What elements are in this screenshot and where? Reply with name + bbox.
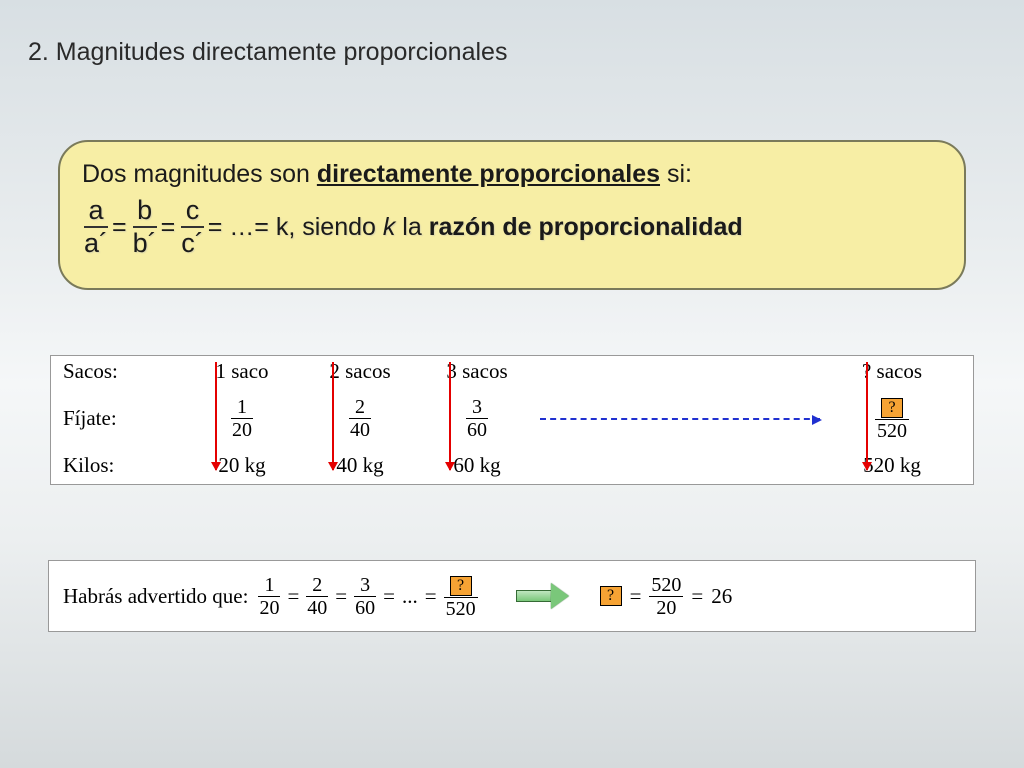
row-label-sacos: Sacos: xyxy=(51,356,183,386)
c3d: 60 xyxy=(355,597,375,618)
eq-sign: = xyxy=(335,584,347,609)
col2-frac: 240 xyxy=(301,386,419,450)
eq-sign: = xyxy=(630,584,642,609)
colq-sacos: ? sacos xyxy=(809,356,975,386)
col1-sacos: 1 saco xyxy=(183,356,301,386)
example-table: Sacos: 1 saco 2 sacos 3 sacos ? sacos Fí… xyxy=(50,355,974,485)
eq-sign: = xyxy=(287,584,299,609)
arrow-head xyxy=(551,583,569,609)
frac-a-den: a´ xyxy=(84,228,108,257)
col1-frac: 120 xyxy=(183,386,301,450)
arrow-shaft xyxy=(516,590,552,602)
dots: ... xyxy=(402,584,418,609)
col3-frac: 360 xyxy=(419,386,535,450)
col3-den: 60 xyxy=(467,419,487,440)
eq-sign: = xyxy=(425,584,437,609)
c2n: 2 xyxy=(312,575,322,596)
ans-num: 520 xyxy=(651,575,681,596)
def-intro-bold: directamente proporcionales xyxy=(317,160,660,188)
def-intro-plain: Dos magnitudes son xyxy=(82,160,317,188)
equation-chain: 120 = 240 = 360 = ... = ? 520 xyxy=(258,574,477,619)
frac-b-num: b xyxy=(137,197,152,226)
eq-sign: = xyxy=(112,213,127,242)
col1-kilos: 20 kg xyxy=(183,450,301,480)
colq-num: ? xyxy=(881,396,903,419)
cqn: ? xyxy=(450,574,472,597)
cqd: 520 xyxy=(446,598,476,619)
def-intro-tail: si: xyxy=(660,160,692,188)
down-arrow-icon xyxy=(866,362,868,470)
col3-kilos: 60 kg xyxy=(419,450,535,480)
implies-arrow-icon xyxy=(516,584,570,608)
colq-frac: ? 520 xyxy=(809,386,975,450)
col1-den: 20 xyxy=(232,419,252,440)
question-box-icon: ? xyxy=(450,576,472,596)
col2-sacos: 2 sacos xyxy=(301,356,419,386)
col1-num: 1 xyxy=(237,397,247,418)
frac-a: a a´ xyxy=(84,197,108,257)
down-arrow-icon xyxy=(332,362,334,470)
ans-den: 20 xyxy=(656,597,676,618)
frac-b-den: b´ xyxy=(133,228,157,257)
eq-sign: = xyxy=(161,213,176,242)
dashed-arrow-icon xyxy=(540,418,820,420)
conclusion-row: Habrás advertido que: 120 = 240 = 360 = … xyxy=(48,560,976,632)
question-box-icon: ? xyxy=(881,398,903,418)
section-heading: 2. Magnitudes directamente proporcionale… xyxy=(28,38,507,67)
def-tail-bold: razón de proporcionalidad xyxy=(429,213,743,241)
c2d: 40 xyxy=(307,597,327,618)
frac-c-num: c xyxy=(186,197,200,226)
colq-kilos: 520 kg xyxy=(809,450,975,480)
definition-text: Dos magnitudes son directamente proporci… xyxy=(82,160,942,189)
eq-sign: = xyxy=(383,584,395,609)
row-label-kilos: Kilos: xyxy=(51,450,183,480)
down-arrow-icon xyxy=(215,362,217,470)
definition-equation: a a´ = b b´ = c c´ = …= k, siendo k la r… xyxy=(82,197,942,257)
frac-a-num: a xyxy=(88,197,103,226)
col2-num: 2 xyxy=(355,397,365,418)
c1d: 20 xyxy=(259,597,279,618)
answer-eq: ? = 520 20 = 26 xyxy=(600,575,733,618)
eq-sign: = xyxy=(691,584,703,609)
def-tail-pre: = …= k, siendo xyxy=(208,213,383,241)
col3-sacos: 3 sacos xyxy=(419,356,535,386)
col3-num: 3 xyxy=(472,397,482,418)
col2-den: 40 xyxy=(350,419,370,440)
c3n: 3 xyxy=(360,575,370,596)
frac-b: b b´ xyxy=(133,197,157,257)
definition-box: Dos magnitudes son directamente proporci… xyxy=(58,140,966,290)
frac-c-den: c´ xyxy=(181,228,204,257)
def-tail-k: k xyxy=(383,213,396,241)
down-arrow-icon xyxy=(449,362,451,470)
row-label-fijate: Fíjate: xyxy=(51,386,183,450)
colq-den: 520 xyxy=(877,420,907,441)
frac-c: c c´ xyxy=(181,197,204,257)
def-tail-mid: la xyxy=(395,213,428,241)
gap-bot xyxy=(535,450,809,480)
ans-result: 26 xyxy=(711,584,732,609)
gap-top xyxy=(535,356,809,386)
c1n: 1 xyxy=(264,575,274,596)
col2-kilos: 40 kg xyxy=(301,450,419,480)
question-box-icon: ? xyxy=(600,586,622,606)
conclusion-lead: Habrás advertido que: xyxy=(63,584,248,609)
def-eq-tail: = …= k, siendo k la razón de proporciona… xyxy=(208,213,743,242)
